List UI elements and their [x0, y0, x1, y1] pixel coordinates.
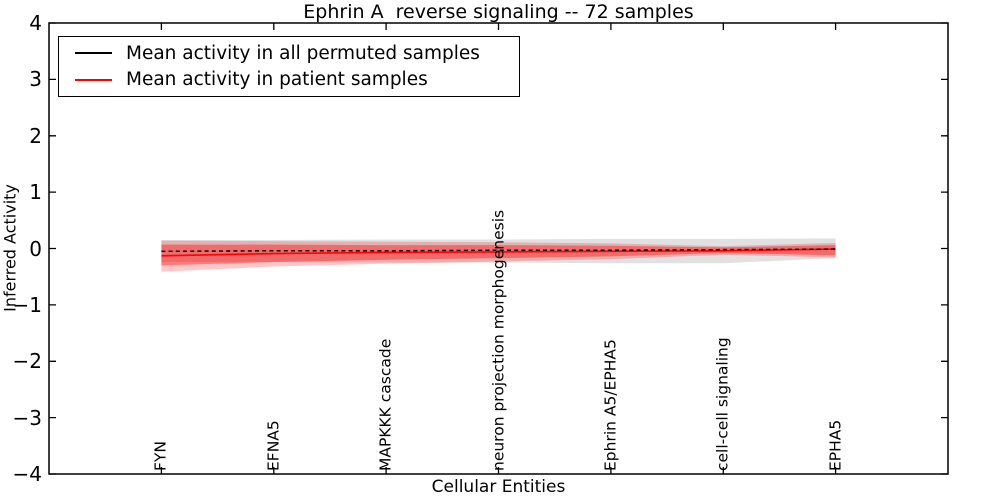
x-axis-label: Cellular Entities [431, 477, 566, 497]
y-tick-label: 2 [29, 123, 42, 148]
legend-item: Mean activity in patient samples [75, 69, 515, 90]
y-tick-label: −2 [12, 349, 42, 374]
permuted-mean-line [161, 248, 836, 252]
y-tick-label: −4 [12, 462, 42, 486]
legend-item: Mean activity in all permuted samples [75, 43, 515, 64]
plot-border [48, 22, 949, 475]
y-tick-label: −1 [12, 292, 42, 317]
y-tick-label: 0 [29, 236, 42, 261]
legend-item-label: Mean activity in patient samples [126, 69, 428, 91]
legend-line-sample-permuted [75, 52, 112, 55]
x-tick-label: cell-cell signaling [713, 337, 732, 471]
patient-mean-line [161, 248, 836, 257]
legend-line-sample-patient [75, 78, 112, 81]
x-tick-label: Ephrin A5/EPHA5 [601, 339, 620, 471]
x-tick-label: MAPKKK cascade [376, 338, 395, 471]
x-tick-label: EFNA5 [264, 420, 283, 471]
y-tick-label: −3 [12, 405, 42, 430]
y-tick-label: 3 [29, 67, 42, 92]
x-tick-label: FYN [151, 441, 170, 471]
permuted-std-band [161, 238, 836, 264]
x-tick-label: EPHA5 [826, 419, 845, 471]
x-tick-label: neuron projection morphogenesis [489, 209, 507, 471]
y-tick-label: 1 [29, 180, 42, 205]
legend-item-label: Mean activity in all permuted samples [126, 42, 480, 64]
chart-title: Ephrin A reverse signaling -- 72 samples [303, 1, 694, 23]
y-tick-label: 4 [29, 11, 42, 35]
legend: Mean activity in all permuted samples Me… [58, 36, 520, 97]
patient-std-band-outer [161, 240, 836, 272]
